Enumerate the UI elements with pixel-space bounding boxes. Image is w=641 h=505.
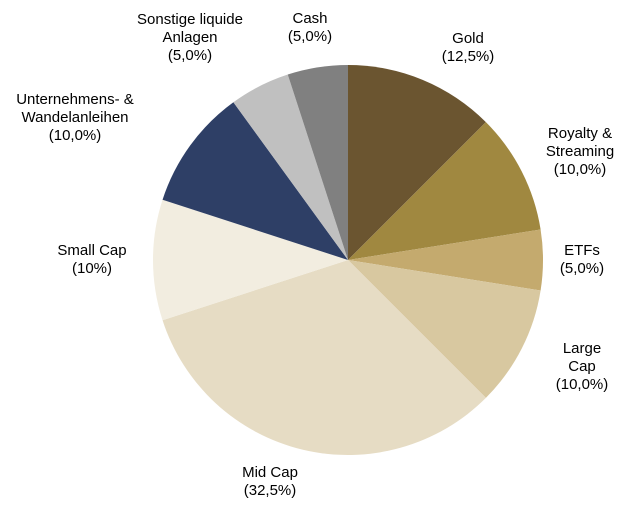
value-label: (10,0%) [48,127,102,144]
value-label: (10,0%) [553,161,607,178]
pie-slice [287,65,348,260]
category-label: Royalty & Streaming [545,125,615,160]
category-label: ETFs [564,242,600,259]
slice-label: ETFs (5,0%) [560,242,604,278]
slice-label: Sonstige liquide Anlagen (5,0%) [137,11,243,65]
category-label: Small Cap [57,242,127,259]
slice-label: Large Cap (10,0%) [553,340,612,394]
category-label: Cash [292,10,328,27]
value-label: (32,5%) [243,482,297,499]
value-label: (10,0%) [555,376,609,393]
slice-label: Small Cap (10%) [57,242,126,278]
value-label: (10%) [71,260,113,277]
category-label: Unternehmens- & Wandelanleihen [16,91,134,126]
pie-slice [348,65,486,260]
pie-slice [348,260,541,398]
slice-label: Mid Cap (32,5%) [242,464,298,500]
pie-slice [233,74,348,260]
category-label: Mid Cap [242,464,298,481]
pie-slice [348,229,544,291]
value-label: (5,0%) [559,260,605,277]
value-label: (12,5%) [441,48,495,65]
category-label: Large Cap [562,340,602,375]
category-label: Sonstige liquide Anlagen [137,11,243,46]
slice-label: Cash (5,0%) [288,10,332,46]
slice-label: Gold (12,5%) [442,30,495,66]
pie-slice [162,260,486,456]
category-label: Gold [452,30,484,47]
pie-slice [153,199,348,321]
value-label: (5,0%) [167,47,213,64]
pie-slice [162,102,348,260]
pie-slice [348,122,541,261]
slice-label: Royalty & Streaming (10,0%) [546,125,614,179]
value-label: (5,0%) [287,28,333,45]
slice-label: Unternehmens- & Wandelanleihen (10,0%) [16,91,134,145]
